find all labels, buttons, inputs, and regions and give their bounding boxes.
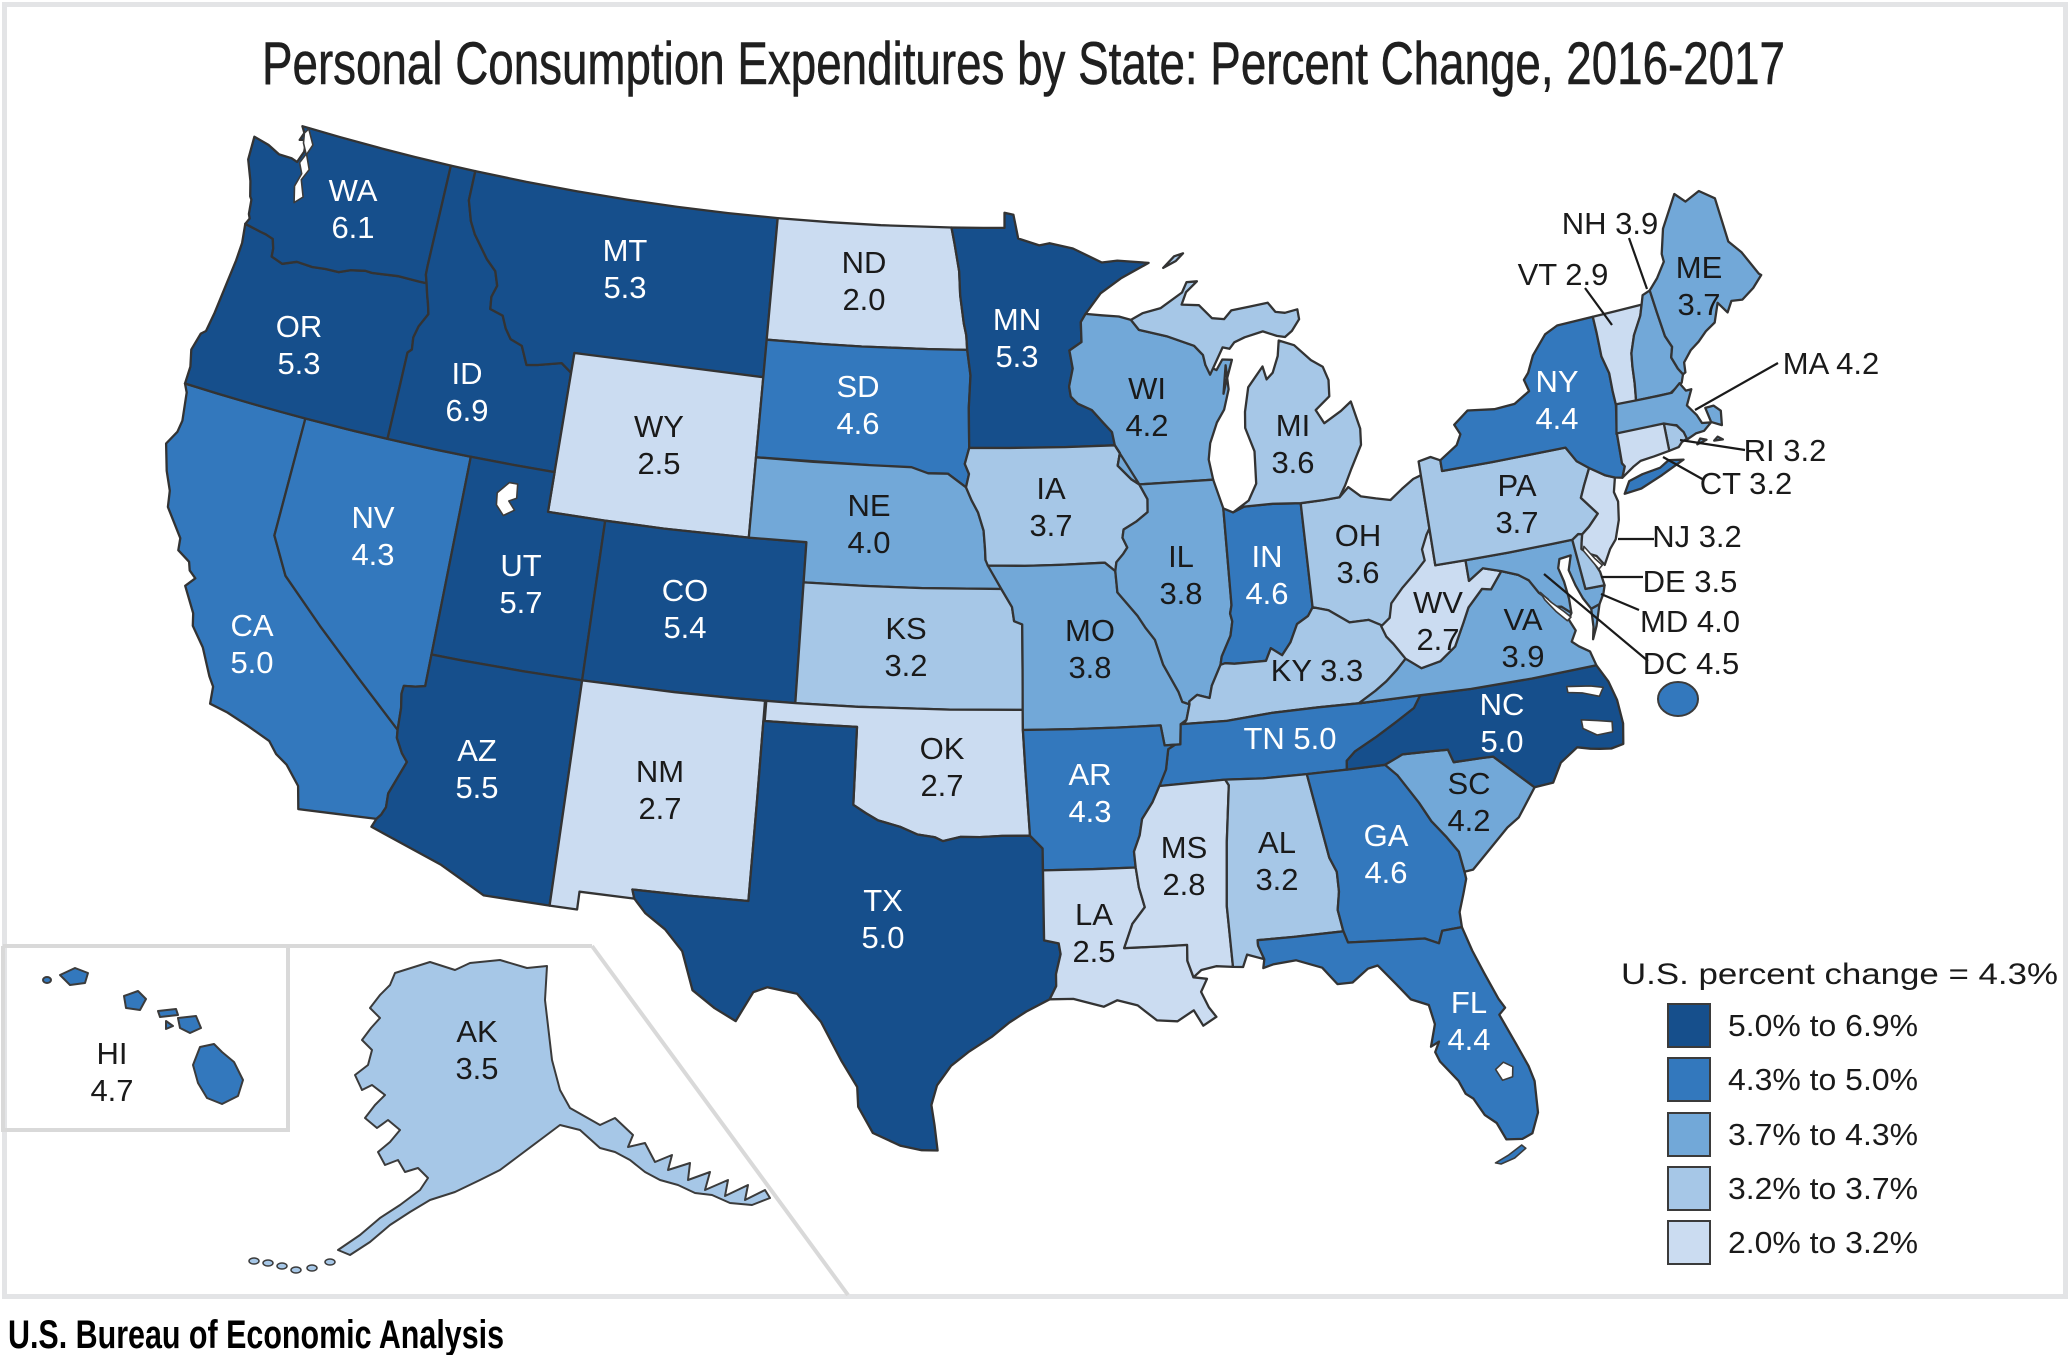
svg-text:MO: MO [1065, 613, 1115, 648]
svg-text:5.3: 5.3 [277, 346, 320, 381]
svg-text:5.0: 5.0 [861, 920, 904, 955]
svg-text:FL: FL [1451, 985, 1487, 1020]
svg-text:2.7: 2.7 [920, 768, 963, 803]
svg-text:CT 3.2: CT 3.2 [1700, 466, 1792, 501]
svg-text:6.9: 6.9 [445, 393, 488, 428]
svg-text:U.S. percent change = 4.3%: U.S. percent change = 4.3% [1621, 958, 2058, 991]
svg-text:WI: WI [1128, 371, 1166, 406]
svg-text:5.0: 5.0 [1480, 724, 1523, 759]
svg-text:6.1: 6.1 [331, 210, 374, 245]
svg-text:ID: ID [452, 356, 483, 391]
svg-text:3.9: 3.9 [1501, 639, 1544, 674]
svg-text:4.4: 4.4 [1447, 1022, 1490, 1057]
svg-text:3.8: 3.8 [1068, 650, 1111, 685]
svg-text:5.7: 5.7 [499, 585, 542, 620]
svg-text:RI 3.2: RI 3.2 [1744, 433, 1827, 468]
svg-text:2.5: 2.5 [637, 446, 680, 481]
svg-text:MD 4.0: MD 4.0 [1640, 604, 1740, 639]
svg-text:OK: OK [920, 731, 965, 766]
svg-text:MS: MS [1161, 830, 1208, 865]
svg-text:NC: NC [1480, 687, 1525, 722]
svg-text:3.7% to 4.3%: 3.7% to 4.3% [1728, 1117, 1918, 1152]
svg-text:3.2% to 3.7%: 3.2% to 3.7% [1728, 1171, 1918, 1206]
svg-text:DC 4.5: DC 4.5 [1643, 646, 1739, 681]
svg-text:4.7: 4.7 [90, 1073, 133, 1108]
svg-text:MT: MT [603, 233, 648, 268]
svg-text:OR: OR [276, 309, 323, 344]
svg-text:WV: WV [1413, 585, 1463, 620]
svg-text:NE: NE [847, 488, 890, 523]
svg-text:MN: MN [993, 302, 1041, 337]
svg-text:NH 3.9: NH 3.9 [1562, 206, 1658, 241]
svg-text:4.3% to 5.0%: 4.3% to 5.0% [1728, 1062, 1918, 1097]
svg-text:4.2: 4.2 [1125, 408, 1168, 443]
svg-text:4.2: 4.2 [1447, 803, 1490, 838]
svg-text:UT: UT [500, 548, 541, 583]
svg-text:5.4: 5.4 [663, 610, 706, 645]
svg-text:3.5: 3.5 [455, 1051, 498, 1086]
svg-text:2.0% to 3.2%: 2.0% to 3.2% [1728, 1225, 1918, 1260]
svg-text:3.2: 3.2 [1255, 862, 1298, 897]
svg-text:ME: ME [1676, 250, 1723, 285]
svg-text:5.3: 5.3 [603, 270, 646, 305]
svg-text:4.6: 4.6 [1364, 855, 1407, 890]
svg-text:2.7: 2.7 [638, 791, 681, 826]
svg-text:4.3: 4.3 [351, 537, 394, 572]
svg-text:IN: IN [1252, 539, 1283, 574]
svg-text:WA: WA [329, 173, 378, 208]
svg-text:IL: IL [1168, 539, 1194, 574]
svg-text:GA: GA [1364, 818, 1409, 853]
svg-text:AL: AL [1258, 825, 1296, 860]
svg-text:3.8: 3.8 [1159, 576, 1202, 611]
svg-text:5.3: 5.3 [995, 339, 1038, 374]
svg-text:5.5: 5.5 [455, 770, 498, 805]
svg-text:MI: MI [1276, 408, 1310, 443]
svg-text:3.2: 3.2 [884, 648, 927, 683]
svg-text:CA: CA [230, 608, 273, 643]
svg-text:3.7: 3.7 [1677, 287, 1720, 322]
svg-text:AK: AK [456, 1014, 498, 1049]
svg-text:VA: VA [1503, 602, 1542, 637]
svg-text:U.S. Bureau of Economic Analys: U.S. Bureau of Economic Analysis [8, 1313, 504, 1355]
svg-text:TX: TX [863, 883, 903, 918]
svg-text:NM: NM [636, 754, 684, 789]
svg-text:NJ 3.2: NJ 3.2 [1652, 519, 1742, 554]
svg-text:NV: NV [351, 500, 394, 535]
svg-text:KS: KS [885, 611, 926, 646]
svg-text:VT 2.9: VT 2.9 [1518, 257, 1609, 292]
svg-text:4.6: 4.6 [1245, 576, 1288, 611]
svg-text:SD: SD [836, 369, 879, 404]
svg-text:LA: LA [1075, 897, 1113, 932]
svg-text:SC: SC [1447, 766, 1490, 801]
svg-text:OH: OH [1335, 518, 1382, 553]
svg-text:CO: CO [662, 573, 709, 608]
svg-text:5.0% to 6.9%: 5.0% to 6.9% [1728, 1008, 1918, 1043]
svg-text:2.0: 2.0 [842, 282, 885, 317]
svg-text:IA: IA [1036, 471, 1066, 506]
svg-text:HI: HI [97, 1036, 128, 1071]
svg-text:NY: NY [1535, 364, 1578, 399]
svg-text:AR: AR [1068, 757, 1111, 792]
svg-text:Personal Consumption Expenditu: Personal Consumption Expenditures by Sta… [262, 30, 1785, 97]
svg-text:3.7: 3.7 [1495, 505, 1538, 540]
svg-text:4.3: 4.3 [1068, 794, 1111, 829]
svg-text:PA: PA [1497, 468, 1536, 503]
svg-text:3.7: 3.7 [1029, 508, 1072, 543]
svg-text:5.0: 5.0 [230, 645, 273, 680]
svg-text:MA 4.2: MA 4.2 [1783, 346, 1880, 381]
svg-text:DE 3.5: DE 3.5 [1643, 564, 1738, 599]
svg-text:4.6: 4.6 [836, 406, 879, 441]
svg-text:2.7: 2.7 [1416, 622, 1459, 657]
svg-text:WY: WY [634, 409, 684, 444]
svg-text:2.8: 2.8 [1162, 867, 1205, 902]
svg-text:4.4: 4.4 [1535, 401, 1578, 436]
svg-text:3.6: 3.6 [1271, 445, 1314, 480]
svg-text:2.5: 2.5 [1072, 934, 1115, 969]
svg-text:AZ: AZ [457, 733, 497, 768]
svg-text:4.0: 4.0 [847, 525, 890, 560]
svg-text:3.6: 3.6 [1336, 555, 1379, 590]
svg-text:TN 5.0: TN 5.0 [1243, 721, 1336, 756]
svg-text:KY 3.3: KY 3.3 [1271, 653, 1364, 688]
svg-text:ND: ND [842, 245, 887, 280]
